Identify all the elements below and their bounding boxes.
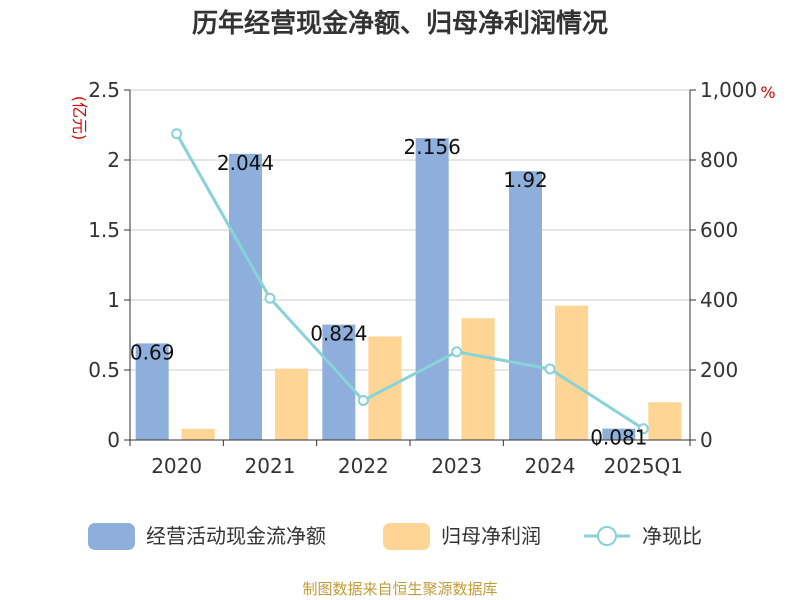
axes: 0 0.5 1 1.5 2 2.5 0 200 400 600 800 1,000 2020 2021 20… — [88, 78, 757, 478]
x-tick-label: 2025Q1 — [604, 454, 683, 478]
ratio-line — [171, 128, 649, 435]
cashflow-data-label: 1.92 — [503, 168, 548, 192]
right-tick-label: 200 — [700, 358, 738, 382]
ratio-point — [171, 128, 183, 140]
legend-marker-ratio[interactable] — [597, 526, 617, 546]
bar-net-profit — [648, 402, 682, 440]
bar-cashflow — [322, 324, 356, 440]
left-tick-label: 2 — [107, 148, 120, 172]
bar-cashflow — [229, 153, 262, 440]
left-tick-label: 1 — [107, 288, 120, 312]
bar-cashflow — [509, 171, 542, 440]
right-tick-label: 1,000 — [700, 78, 757, 102]
x-tick-label: 2024 — [525, 454, 576, 478]
right-tick-label: 800 — [700, 148, 738, 172]
legend[interactable]: 经营活动现金流净额 归母净利润 净现比 — [88, 523, 702, 550]
x-tick-label: 2023 — [431, 454, 482, 478]
ratio-point — [637, 423, 649, 435]
ratio-point — [451, 346, 463, 358]
bar-net-profit — [555, 305, 588, 440]
right-tick-label: 600 — [700, 218, 738, 242]
x-tick-label: 2021 — [245, 454, 296, 478]
gridlines — [130, 89, 690, 371]
legend-label-cashflow[interactable]: 经营活动现金流净额 — [146, 524, 326, 548]
right-tick-label: 0 — [700, 428, 713, 452]
ratio-polyline — [175, 133, 645, 431]
bar-cashflow — [602, 428, 636, 440]
legend-swatch-cashflow[interactable] — [88, 523, 135, 550]
legend-swatch-net-profit[interactable] — [383, 523, 430, 550]
cashflow-data-label: 0.69 — [130, 340, 175, 364]
bar-net-profit — [275, 368, 308, 440]
legend-label-ratio[interactable]: 净现比 — [642, 524, 702, 548]
bar-net-profit — [181, 428, 215, 440]
cashflow-data-label: 0.081 — [590, 426, 647, 450]
left-tick-label: 1.5 — [88, 218, 120, 242]
x-tick-label: 2020 — [151, 454, 202, 478]
left-tick-label: 0.5 — [88, 358, 120, 382]
right-tick-label: 400 — [700, 288, 738, 312]
bar-cashflow — [135, 343, 169, 440]
ratio-point — [544, 363, 556, 375]
bars — [135, 138, 682, 440]
data-labels: 0.69 2.044 0.824 2.156 1.92 0.081 — [130, 135, 648, 450]
cashflow-data-label: 0.824 — [310, 322, 367, 346]
left-tick-label: 2.5 — [88, 78, 120, 102]
source-note: 制图数据来自恒生聚源数据库 — [302, 580, 497, 598]
x-tick-label: 2022 — [338, 454, 389, 478]
cashflow-data-label: 2.044 — [217, 151, 274, 175]
chart-title: 历年经营现金净额、归母净利润情况 — [192, 8, 608, 39]
ratio-point — [357, 394, 369, 406]
legend-label-net-profit[interactable]: 归母净利润 — [441, 524, 541, 548]
left-tick-label: 0 — [107, 428, 120, 452]
cashflow-data-label: 2.156 — [404, 135, 461, 159]
bar-net-profit — [461, 318, 495, 440]
right-axis-unit: % — [760, 83, 775, 102]
left-axis-unit: (亿元) — [70, 96, 89, 141]
bar-cashflow — [415, 138, 449, 440]
ratio-point — [264, 292, 276, 304]
